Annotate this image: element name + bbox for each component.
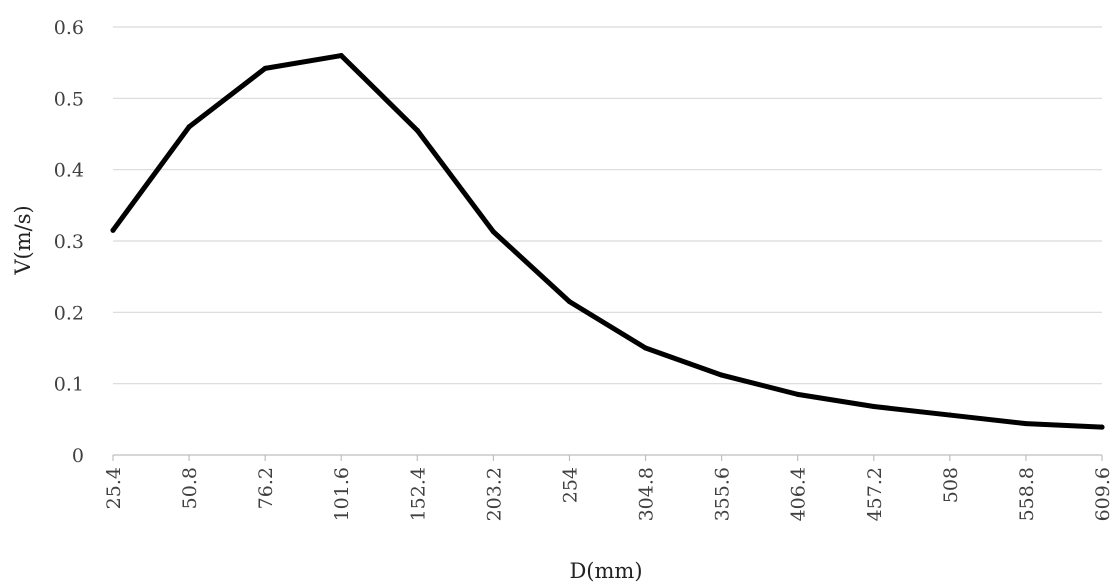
y-tick-label: 0 <box>72 445 84 467</box>
x-tick-label: 25.4 <box>103 467 125 509</box>
data-point <box>110 227 116 233</box>
x-tick-label: 76.2 <box>255 467 277 509</box>
x-axis-title: D(mm) <box>569 559 642 583</box>
y-tick-label: 0.5 <box>54 88 84 110</box>
gridlines <box>113 26 1102 385</box>
y-tick-label: 0.6 <box>54 17 84 39</box>
y-axis-title: V(m/s) <box>11 205 35 275</box>
data-point <box>795 391 801 397</box>
y-tick-label: 0.4 <box>54 160 84 182</box>
series-group <box>110 53 1105 430</box>
data-point <box>338 53 344 59</box>
y-tick-label: 0.2 <box>54 302 84 324</box>
data-point <box>490 229 496 235</box>
x-tick-label: 203.2 <box>483 467 505 521</box>
x-tick-label: 406.4 <box>788 467 810 521</box>
data-point <box>414 127 420 133</box>
x-tick-label: 558.8 <box>1016 467 1038 521</box>
data-point <box>643 345 649 351</box>
x-axis: 25.4 50.8 76.2 101.6 152.4 203.2 254 304.8 355.6… <box>103 454 1114 521</box>
x-tick-label: 304.8 <box>636 467 658 521</box>
x-tick-label: 101.6 <box>331 467 353 521</box>
y-tick-label: 0.3 <box>54 231 84 253</box>
data-point <box>566 299 572 305</box>
x-tick-label: 254 <box>559 467 581 503</box>
data-point <box>186 124 192 130</box>
series-line-0 <box>110 53 1105 430</box>
data-point <box>871 403 877 409</box>
y-axis-ticks: 0 0.1 0.2 0.3 0.4 0.5 0.6 <box>54 17 84 467</box>
y-tick-label: 0.1 <box>54 374 84 396</box>
data-point <box>947 412 953 418</box>
x-tick-label: 508 <box>940 467 962 503</box>
x-tick-label: 609.6 <box>1092 467 1114 521</box>
data-point <box>1099 424 1105 430</box>
data-point <box>262 65 268 71</box>
data-point <box>719 372 725 378</box>
data-point <box>1023 421 1029 427</box>
x-tick-label: 50.8 <box>179 467 201 509</box>
x-tick-label: 152.4 <box>407 467 429 521</box>
x-tick-label: 457.2 <box>864 467 886 521</box>
x-tick-label: 355.6 <box>712 467 734 521</box>
